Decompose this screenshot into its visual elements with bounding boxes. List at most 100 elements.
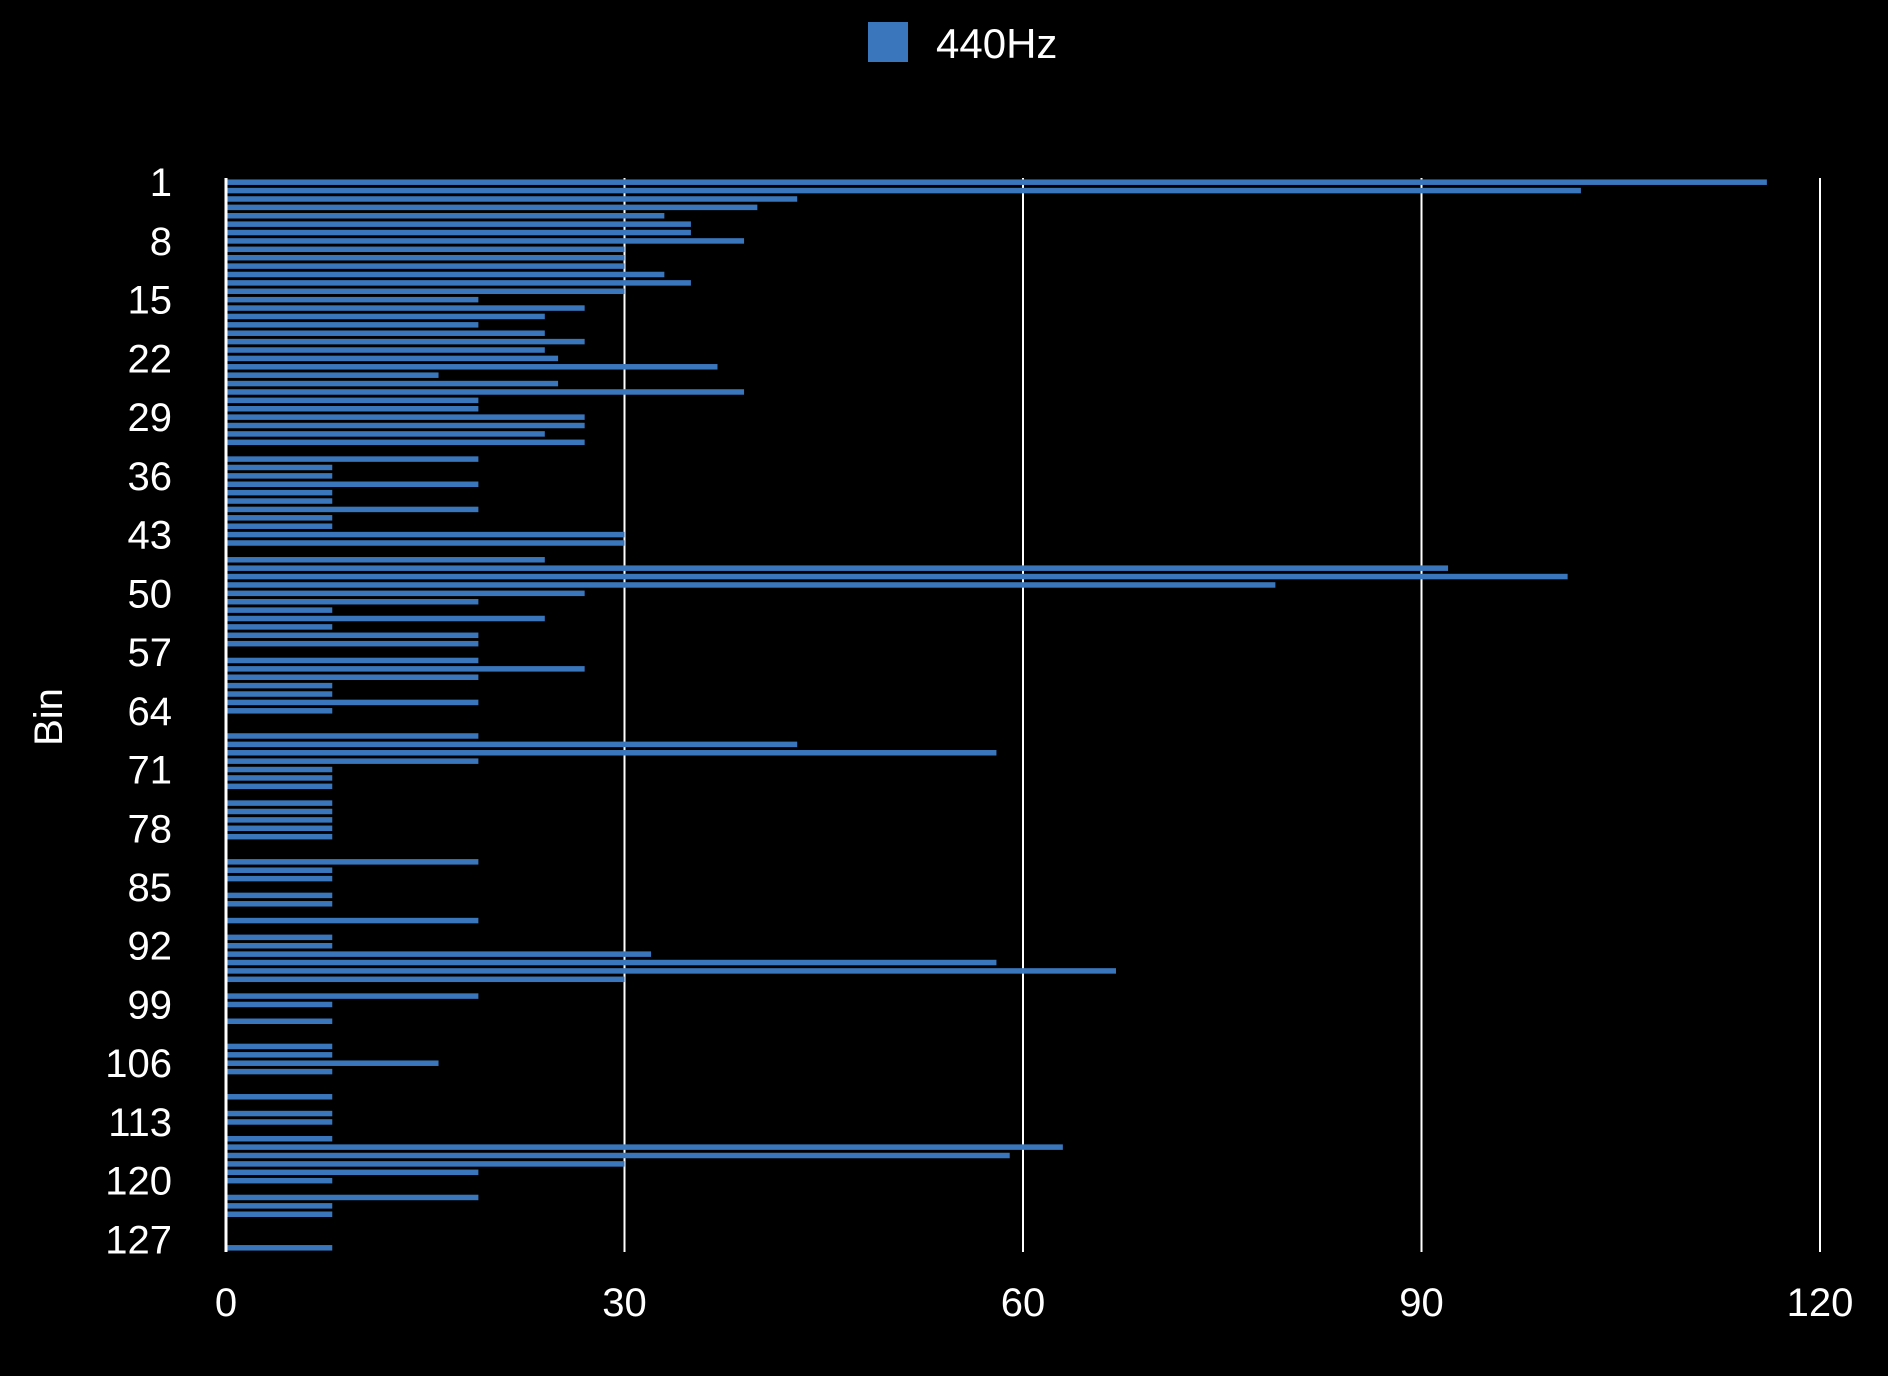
bar-bin-35 xyxy=(226,464,333,471)
bar-bin-54 xyxy=(226,624,333,630)
bar-bin-118 xyxy=(226,1161,625,1167)
y-tick-label: 22 xyxy=(128,337,173,381)
bar-bin-116 xyxy=(226,1144,1063,1150)
legend-swatch-440hz xyxy=(868,22,908,62)
bar-bin-79 xyxy=(226,833,333,840)
bar-bin-106 xyxy=(226,1060,439,1066)
bar-bin-3 xyxy=(226,196,798,202)
bar-bin-1 xyxy=(226,179,1767,185)
bar-bin-15 xyxy=(226,296,479,303)
bar-bin-60 xyxy=(226,674,479,680)
bar-bin-115 xyxy=(226,1135,333,1142)
bar-bin-6 xyxy=(226,221,691,227)
bar-bin-93 xyxy=(226,951,652,957)
bar-bin-77 xyxy=(226,817,333,823)
bar-bin-94 xyxy=(226,959,997,966)
x-tick-label: 90 xyxy=(1399,1281,1444,1325)
legend-label-440hz: 440Hz xyxy=(936,20,1057,67)
bar-bin-19 xyxy=(226,330,545,336)
y-tick-label: 15 xyxy=(128,279,173,323)
bar-bin-9 xyxy=(226,246,625,253)
bar-bin-123 xyxy=(226,1203,333,1209)
bar-bin-84 xyxy=(226,875,333,882)
bar-bin-113 xyxy=(226,1119,333,1125)
bar-bin-122 xyxy=(226,1194,479,1201)
bar-bin-20 xyxy=(226,338,585,345)
bar-bin-7 xyxy=(226,229,691,236)
bar-bin-58 xyxy=(226,657,479,664)
bar-bin-73 xyxy=(226,783,333,790)
bar-bin-117 xyxy=(226,1152,1010,1159)
bar-bin-99 xyxy=(226,1001,333,1008)
bar-bin-25 xyxy=(226,380,559,387)
bar-bin-98 xyxy=(226,993,479,999)
bar-bin-12 xyxy=(226,271,665,278)
y-axis-ticks: 1 8 15 22 29 36 43 50 57 64 71 78 85 92 99 106 113 120 127 xyxy=(105,161,172,1262)
bar-bin-124 xyxy=(226,1211,333,1217)
bar-bin-38 xyxy=(226,489,333,496)
bar-bin-34 xyxy=(226,456,479,462)
y-tick-label: 120 xyxy=(105,1160,172,1204)
y-tick-label: 1 xyxy=(150,161,172,205)
bar-bin-31 xyxy=(226,431,545,437)
bar-bin-75 xyxy=(226,800,333,806)
x-tick-label: 120 xyxy=(1787,1281,1854,1325)
bar-bin-18 xyxy=(226,322,479,328)
bar-bin-29 xyxy=(226,414,585,420)
bar-bin-61 xyxy=(226,682,333,689)
y-tick-label: 43 xyxy=(128,514,173,558)
bar-bin-107 xyxy=(226,1068,333,1075)
bar-bin-83 xyxy=(226,867,333,873)
bar-bin-4 xyxy=(226,204,758,211)
bar-bin-128 xyxy=(226,1245,333,1251)
gridlines xyxy=(623,178,1821,1252)
x-tick-label: 30 xyxy=(602,1281,647,1325)
bar-bin-63 xyxy=(226,699,479,706)
bar-bin-68 xyxy=(226,741,798,748)
y-tick-label: 50 xyxy=(128,572,173,616)
bar-bin-39 xyxy=(226,498,333,504)
y-tick-label: 113 xyxy=(108,1101,172,1145)
bar-bin-76 xyxy=(226,808,333,815)
bar-bin-30 xyxy=(226,422,585,429)
y-tick-label: 78 xyxy=(128,807,173,851)
bar-bin-49 xyxy=(226,582,1276,588)
bar-bin-16 xyxy=(226,305,585,311)
bar-bin-28 xyxy=(226,405,479,412)
bar-bin-72 xyxy=(226,775,333,781)
bar-bin-52 xyxy=(226,607,333,613)
bar-bin-92 xyxy=(226,942,333,949)
bar-bin-95 xyxy=(226,968,1116,974)
y-tick-label: 85 xyxy=(128,866,173,910)
bar-bin-87 xyxy=(226,901,333,907)
bar-bin-13 xyxy=(226,280,691,286)
bar-bin-59 xyxy=(226,666,585,672)
bar-bin-71 xyxy=(226,766,333,773)
y-tick-label: 106 xyxy=(105,1042,172,1086)
bar-bin-70 xyxy=(226,758,479,764)
bar-bin-21 xyxy=(226,347,545,353)
bar-bin-101 xyxy=(226,1018,333,1025)
bar-bin-50 xyxy=(226,590,585,597)
bar-bin-42 xyxy=(226,523,333,529)
bar-bin-96 xyxy=(226,976,625,983)
bar-bin-105 xyxy=(226,1052,333,1058)
bar-bin-64 xyxy=(226,708,333,714)
bar-bin-37 xyxy=(226,481,479,488)
y-tick-label: 64 xyxy=(128,690,173,734)
bar-bin-14 xyxy=(226,288,625,295)
bar-bin-86 xyxy=(226,892,333,899)
x-axis-ticks: 0 30 60 90 120 xyxy=(215,1281,1854,1325)
bar-bin-55 xyxy=(226,632,479,639)
bar-bin-78 xyxy=(226,825,333,832)
bar-bin-47 xyxy=(226,565,1449,571)
bar-bin-22 xyxy=(226,355,559,362)
bar-bin-2 xyxy=(226,187,1581,194)
bar-bin-36 xyxy=(226,473,333,479)
bar-bin-8 xyxy=(226,238,745,244)
bar-bin-10 xyxy=(226,254,625,261)
x-tick-label: 60 xyxy=(1001,1281,1046,1325)
bar-bin-27 xyxy=(226,397,479,404)
y-tick-label: 127 xyxy=(105,1218,172,1262)
